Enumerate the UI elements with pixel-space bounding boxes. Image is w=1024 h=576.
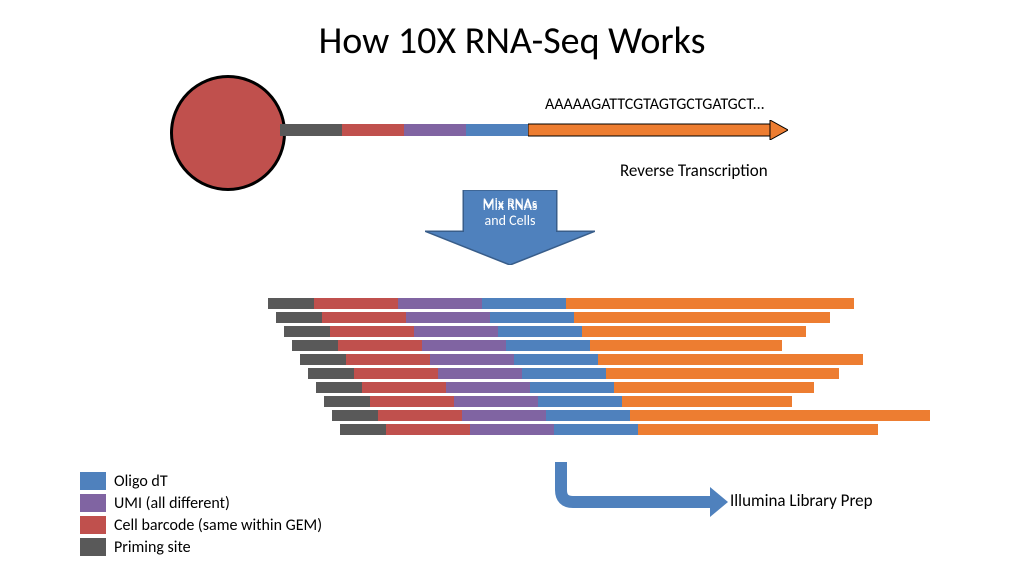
read-5-barcode (354, 368, 438, 379)
gem-bead (170, 75, 286, 191)
read-1-cdna (574, 312, 830, 323)
legend-label-umi: UMI (all different) (114, 494, 230, 513)
read-9-oligo_dt (554, 424, 638, 435)
read-5-priming (308, 368, 354, 379)
read-6-barcode (362, 382, 446, 393)
read-3-umi (422, 340, 506, 351)
read-0-oligo_dt (482, 298, 566, 309)
read-4-oligo_dt (514, 354, 598, 365)
read-2-priming (284, 326, 330, 337)
library-prep-label: Illumina Library Prep (730, 490, 873, 511)
read-8-oligo_dt (546, 410, 630, 421)
top-segment-oligo_dt (466, 124, 528, 136)
read-0-barcode (314, 298, 398, 309)
read-7-cdna (622, 396, 792, 407)
legend-swatch-barcode (80, 516, 106, 534)
read-1-barcode (322, 312, 406, 323)
top-segment-priming (280, 124, 342, 136)
legend-label-barcode: Cell barcode (same within GEM) (114, 516, 322, 535)
read-5-umi (438, 368, 522, 379)
legend-swatch-priming (80, 538, 106, 556)
read-2-umi (414, 326, 498, 337)
read-1-umi (406, 312, 490, 323)
read-1-oligo_dt (490, 312, 574, 323)
read-2-oligo_dt (498, 326, 582, 337)
library-prep-arrow-icon (555, 462, 738, 518)
read-4-cdna (598, 354, 863, 365)
read-5-oligo_dt (522, 368, 606, 379)
read-9-priming (340, 424, 386, 435)
read-6-umi (446, 382, 530, 393)
read-9-umi (470, 424, 554, 435)
read-2-barcode (330, 326, 414, 337)
sequence-label: AAAAAGATTCGTAGTGCTGATGCT... (545, 95, 765, 114)
read-0-priming (268, 298, 314, 309)
read-7-umi (454, 396, 538, 407)
read-9-cdna (638, 424, 878, 435)
reverse-transcription-label: Reverse Transcription (620, 160, 768, 181)
top-segment-barcode (342, 124, 404, 136)
read-7-priming (324, 396, 370, 407)
read-8-priming (332, 410, 378, 421)
read-7-barcode (370, 396, 454, 407)
read-3-priming (292, 340, 338, 351)
read-6-oligo_dt (530, 382, 614, 393)
read-1-priming (276, 312, 322, 323)
read-2-cdna (582, 326, 806, 337)
read-6-cdna (614, 382, 814, 393)
cdna-arrow-icon (528, 120, 788, 140)
legend-swatch-oligo_dt (80, 472, 106, 490)
legend-label-priming: Priming site (114, 538, 191, 557)
read-8-umi (462, 410, 546, 421)
read-7-oligo_dt (538, 396, 622, 407)
legend-swatch-umi (80, 494, 106, 512)
read-3-oligo_dt (506, 340, 590, 351)
read-4-priming (300, 354, 346, 365)
read-0-cdna (566, 298, 854, 309)
read-6-priming (316, 382, 362, 393)
read-3-barcode (338, 340, 422, 351)
page-title: How 10X RNA-Seq Works (0, 18, 1024, 64)
read-3-cdna (590, 340, 782, 351)
read-4-umi (430, 354, 514, 365)
read-5-cdna (606, 368, 839, 379)
mix-arrow-label: Mix RNAsand Cells (460, 196, 560, 230)
read-8-cdna (630, 410, 930, 421)
read-9-barcode (386, 424, 470, 435)
legend-label-oligo_dt: Oligo dT (114, 472, 168, 491)
read-0-umi (398, 298, 482, 309)
read-4-barcode (346, 354, 430, 365)
read-8-barcode (378, 410, 462, 421)
top-segment-umi (404, 124, 466, 136)
